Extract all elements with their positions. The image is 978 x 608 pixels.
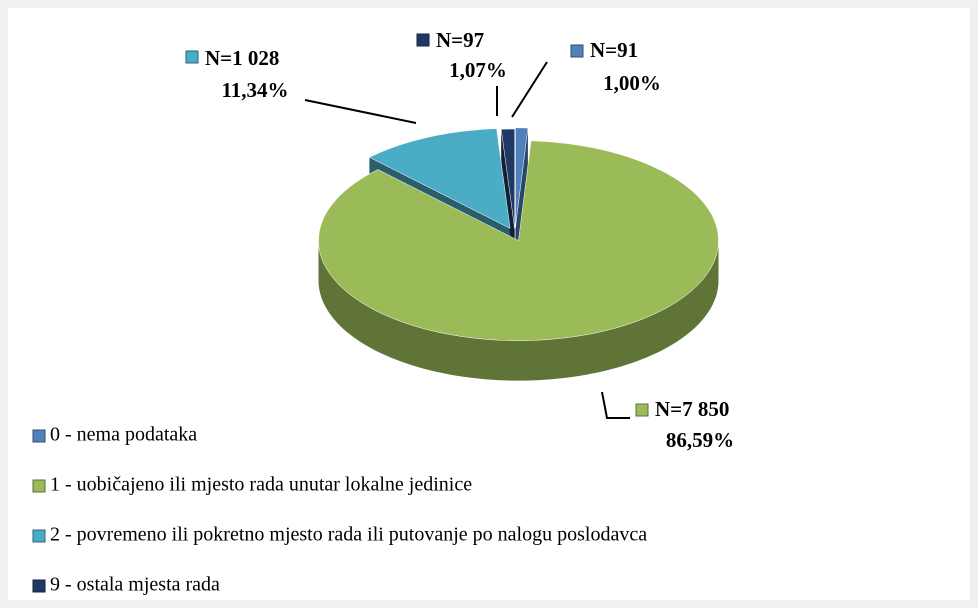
count-label: N=97 xyxy=(436,28,484,52)
label-key xyxy=(416,33,430,47)
legend-key xyxy=(32,429,46,443)
slice-side xyxy=(318,240,719,381)
slice xyxy=(515,127,529,228)
legend-label: 1 - uobičajeno ili mjesto rada unutar lo… xyxy=(50,474,472,496)
leader-line xyxy=(304,99,417,124)
label-key xyxy=(635,403,649,417)
percent-label: 1,00% xyxy=(603,71,661,95)
count-label: N=1 028 xyxy=(205,46,279,70)
legend-key xyxy=(32,529,46,543)
count-label: N=91 xyxy=(590,38,638,62)
legend-label: 9 - ostala mjesta rada xyxy=(50,574,220,596)
label-key xyxy=(185,50,199,64)
leader-line xyxy=(511,61,548,118)
count-label: N=7 850 xyxy=(655,397,729,421)
percent-label: 11,34% xyxy=(221,78,288,102)
legend-key xyxy=(32,579,46,593)
label-key xyxy=(570,44,584,58)
legend-label: 0 - nema podataka xyxy=(50,424,197,446)
slice xyxy=(500,128,515,230)
slice-cut-face xyxy=(501,129,515,269)
slice-cut-face xyxy=(515,128,528,268)
leader-line xyxy=(601,391,630,419)
percent-label: 86,59% xyxy=(666,428,734,452)
legend-label: 2 - povremeno ili pokretno mjesto rada i… xyxy=(50,524,647,546)
slice xyxy=(318,140,719,341)
percent-label: 1,07% xyxy=(449,58,507,82)
slice xyxy=(368,128,511,229)
legend-key xyxy=(32,479,46,493)
